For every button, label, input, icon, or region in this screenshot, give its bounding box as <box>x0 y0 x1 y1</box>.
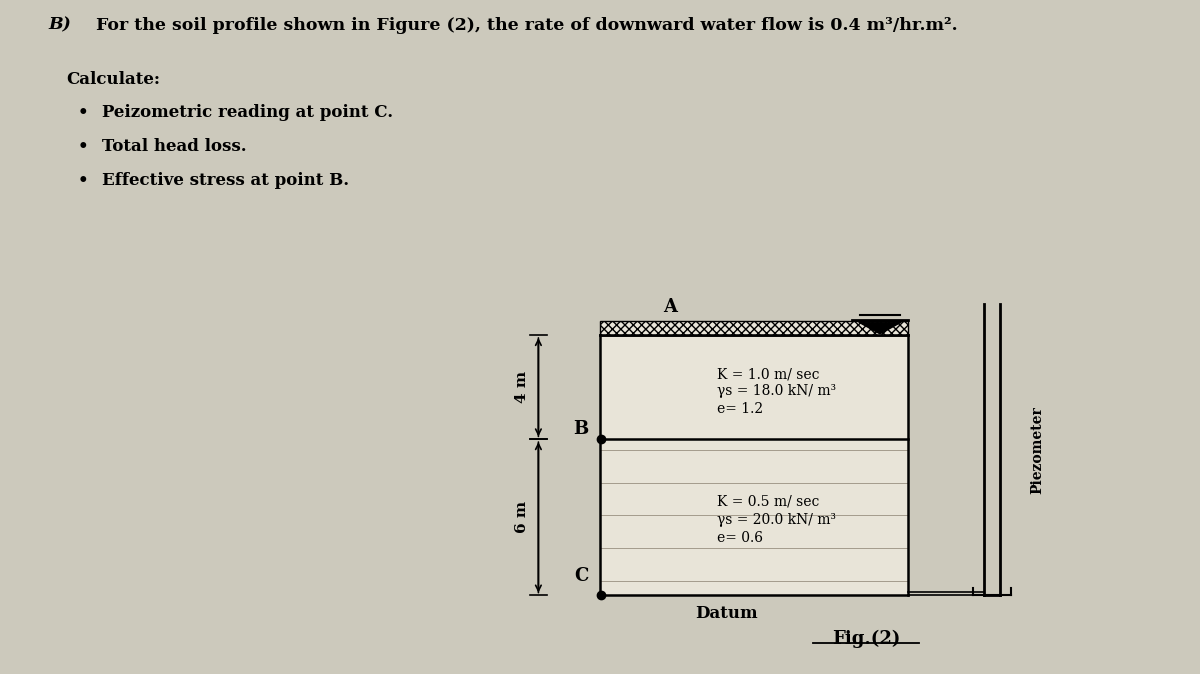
Text: For the soil profile shown in Figure (2), the rate of downward water flow is 0.4: For the soil profile shown in Figure (2)… <box>90 17 958 34</box>
Text: Total head loss.: Total head loss. <box>102 138 247 155</box>
Text: 6 m: 6 m <box>515 501 529 533</box>
Text: Peizometric reading at point C.: Peizometric reading at point C. <box>102 104 394 121</box>
Text: Datum: Datum <box>695 605 757 621</box>
Bar <box>600 335 908 595</box>
Text: •: • <box>78 172 89 189</box>
Text: γs = 18.0 kN/ m³: γs = 18.0 kN/ m³ <box>718 384 836 398</box>
Text: Calculate:: Calculate: <box>66 71 160 88</box>
Polygon shape <box>859 322 901 334</box>
Text: 4 m: 4 m <box>515 371 529 403</box>
Text: •: • <box>78 138 89 155</box>
Text: Fig.(2): Fig.(2) <box>832 630 900 648</box>
Text: •: • <box>78 104 89 121</box>
Text: γs = 20.0 kN/ m³: γs = 20.0 kN/ m³ <box>718 513 836 527</box>
Text: e= 1.2: e= 1.2 <box>718 402 763 417</box>
Bar <box>600 321 908 335</box>
Text: C: C <box>575 567 589 585</box>
Text: Piezometer: Piezometer <box>1031 406 1045 493</box>
Text: K = 1.0 m/ sec: K = 1.0 m/ sec <box>718 367 820 381</box>
Text: e= 0.6: e= 0.6 <box>718 531 763 545</box>
Text: B: B <box>574 420 589 438</box>
Text: Effective stress at point B.: Effective stress at point B. <box>102 172 349 189</box>
Text: A: A <box>664 298 677 315</box>
Text: B): B) <box>48 17 71 34</box>
Text: K = 0.5 m/ sec: K = 0.5 m/ sec <box>718 495 820 509</box>
